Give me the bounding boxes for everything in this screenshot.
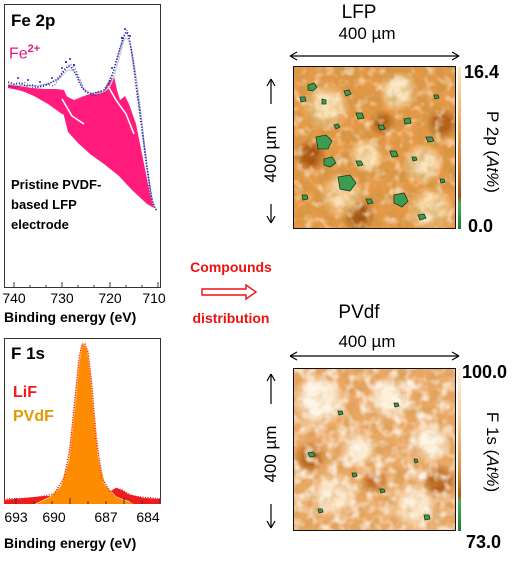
- f1s-x-axis-label: Binding energy (eV): [4, 535, 137, 551]
- fe2p-tick-720: 720: [98, 290, 122, 306]
- pvdf-height-label: 400 µm: [261, 404, 281, 504]
- lfp-map-image: [293, 66, 456, 229]
- pvdf-scale-max: 100.0: [462, 362, 508, 382]
- f1s-pvdf-fill: [33, 343, 134, 504]
- middle-label-compounds: Compounds: [190, 259, 272, 275]
- pvdf-map-texture: [294, 369, 455, 530]
- f1s-x-axis-ticks: [15, 497, 160, 504]
- fe2p-spectrum-panel: Fe 2p Fe2+ Pristine PVDF- based LFP elec…: [4, 4, 161, 288]
- fe2p-annotation-line2: based LFP: [11, 197, 77, 212]
- pvdf-scale-label-unit: At%: [483, 455, 502, 487]
- lfp-width-label: 400 µm: [317, 24, 417, 44]
- fe2p-annotation-line1: Pristine PVDF-: [11, 177, 102, 192]
- pvdf-scale-label-prefix: F 1s (: [483, 411, 502, 456]
- pvdf-scale-label-close: ): [483, 486, 502, 493]
- fe2p-annotation-line3: electrode: [11, 217, 69, 232]
- pvdf-width-label: 400 µm: [317, 332, 417, 352]
- lfp-scale-max: 16.4: [464, 62, 500, 82]
- f1s-tick-684: 684: [136, 509, 160, 525]
- fe2p-title: Fe 2p: [11, 11, 56, 30]
- fe2p-envelope-highlight: [60, 98, 84, 125]
- middle-arrow: [201, 283, 258, 301]
- fe2p-fe2plus-main-fill: [59, 75, 154, 208]
- fe2p-species-element: Fe: [9, 45, 28, 63]
- fe2p-x-axis-ticks: [13, 281, 158, 288]
- lfp-height-label: 400 µm: [261, 104, 281, 204]
- fe2p-tick-730: 730: [50, 290, 74, 306]
- pvdf-map-image: [293, 368, 456, 531]
- fe2p-annotation: Pristine PVDF- based LFP electrode: [11, 175, 101, 235]
- f1s-spectrum-panel: F 1s LiF PVdF: [3, 338, 161, 504]
- lfp-map-texture: [294, 67, 455, 228]
- fe2p-species-label: Fe2+: [9, 43, 40, 63]
- fe2p-noise-markers: [16, 27, 131, 83]
- fe2p-species-charge: 2+: [27, 43, 41, 55]
- fe2p-envelope-highlight-2: [106, 85, 135, 134]
- lfp-scale-min: 0.0: [468, 216, 494, 236]
- lfp-scale-label: P 2p (At%): [482, 97, 502, 207]
- f1s-title: F 1s: [11, 344, 46, 363]
- f1s-tick-693: 693: [4, 509, 28, 525]
- fe2p-tick-710: 710: [142, 290, 166, 306]
- f1s-tick-690: 690: [42, 509, 66, 525]
- pvdf-colorbar: [458, 369, 461, 531]
- fe2p-fit-envelope: [7, 37, 157, 210]
- fe2p-fe2plus-satellite-fill: [7, 83, 74, 118]
- f1s-lif-label: LiF: [13, 384, 37, 401]
- fe2p-tick-740: 740: [2, 290, 26, 306]
- pvdf-map-green-spots: [307, 402, 431, 521]
- fe2p-x-axis-label: Binding energy (eV): [4, 309, 137, 325]
- pvdf-width-dimension: [289, 351, 460, 361]
- pvdf-scale-label: F 1s (At%): [482, 397, 502, 507]
- lfp-scale-label-unit: At%: [483, 156, 502, 188]
- f1s-tick-687: 687: [94, 509, 118, 525]
- lfp-width-dimension: [289, 51, 460, 61]
- fe2p-data-points: [7, 30, 158, 211]
- pvdf-map-title: PVdf: [338, 302, 380, 323]
- f1s-spectrum-plot: [3, 342, 161, 504]
- middle-label-distribution: distribution: [192, 310, 270, 326]
- fe2p-spectrum-plot: [7, 27, 158, 288]
- lfp-map-title: LFP: [341, 2, 377, 23]
- lfp-scale-label-close: ): [483, 187, 502, 193]
- f1s-pvdf-label: PVdF: [13, 408, 54, 425]
- lfp-colorbar: [458, 67, 461, 229]
- pvdf-scale-min: 73.0: [466, 532, 502, 552]
- middle-hollow-arrow: [201, 283, 258, 301]
- lfp-map-green-spots: [299, 82, 446, 221]
- lfp-scale-label-prefix: P 2p (: [483, 111, 502, 157]
- f1s-pvdf-outline: [35, 344, 130, 504]
